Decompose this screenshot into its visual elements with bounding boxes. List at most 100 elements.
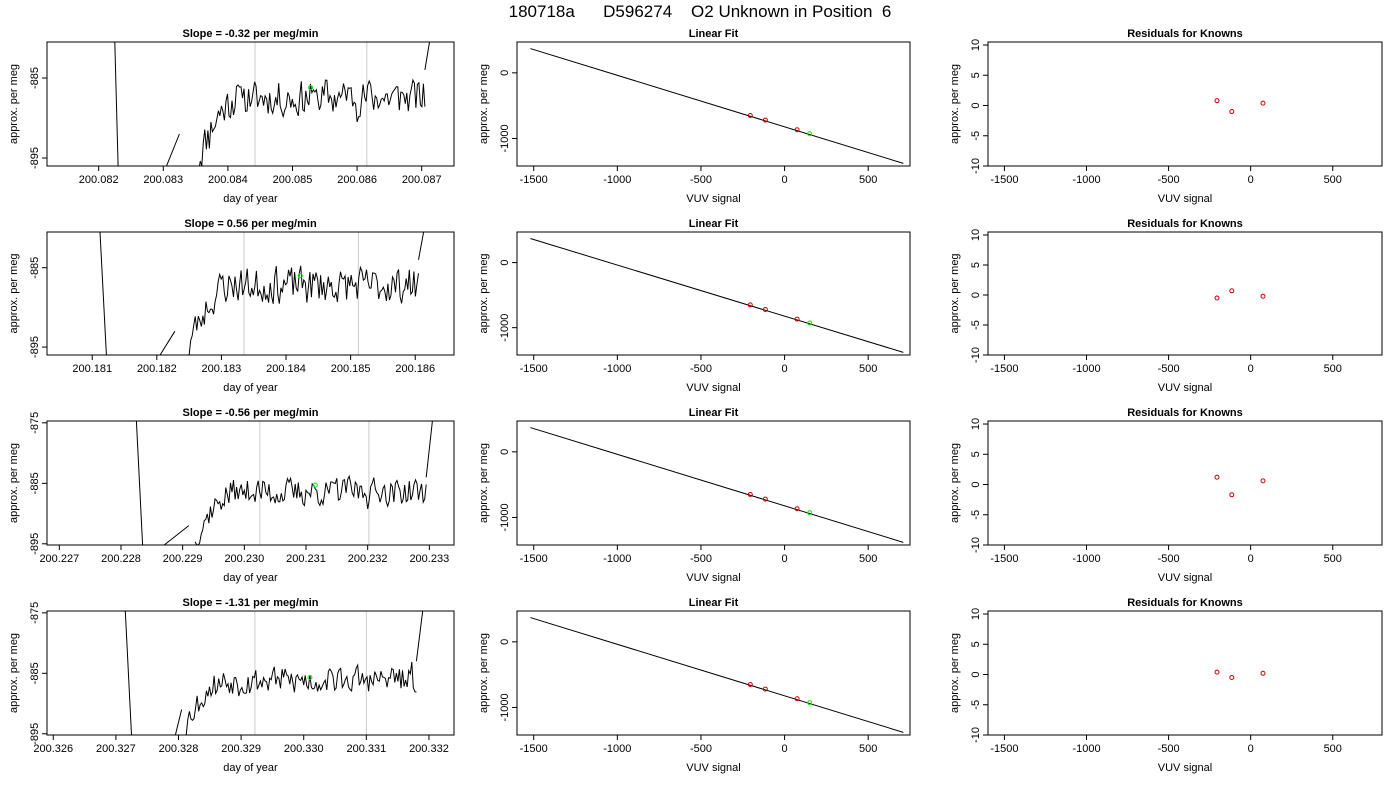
x-tick-label: 200.185 <box>331 363 371 375</box>
panel-title: Slope = -0.32 per meg/min <box>182 28 318 40</box>
x-tick-label: -500 <box>690 363 712 375</box>
panel-r1-linear_fit: Linear Fit VUV signal approx. per meg -1500… <box>478 28 911 205</box>
trace-line <box>185 661 417 735</box>
fit-line <box>530 238 904 353</box>
panel-r4-time_series: Slope = -1.31 per meg/min day of year appr… <box>8 597 455 774</box>
x-tick-label: 200.183 <box>202 363 242 375</box>
unknown-marker <box>312 482 318 488</box>
plot-area <box>1214 98 1266 115</box>
x-tick-label: 200.233 <box>409 553 449 565</box>
panel-r4-linear_fit: Linear Fit VUV signal approx. per meg -1500… <box>478 597 911 774</box>
x-tick-label: -1500 <box>520 174 548 186</box>
y-tick-label: 0 <box>970 481 982 487</box>
panel-title: Linear Fit <box>689 218 739 230</box>
y-tick-label: 10 <box>970 229 982 241</box>
panel-r3-residuals: Residuals for Knowns VUV signal approx. pe… <box>949 407 1383 584</box>
x-tick-label: 0 <box>782 743 788 755</box>
y-tick-label: -895 <box>29 336 41 358</box>
y-tick-label: -10 <box>970 347 982 363</box>
plot-area <box>1214 474 1266 498</box>
y-tick-label: -895 <box>29 147 41 169</box>
plot-frame <box>516 610 911 736</box>
plot-area <box>99 232 425 355</box>
y-tick-label: -875 <box>29 412 41 434</box>
x-tick-label: -1000 <box>1072 553 1100 565</box>
trace-line <box>166 133 180 166</box>
panel-r3-linear_fit: Linear Fit VUV signal approx. per meg -1500… <box>478 407 911 584</box>
x-tick-label: 200.181 <box>72 363 112 375</box>
known-point <box>794 696 800 702</box>
page-title: 180718a D596274 O2 Unknown in Position 6 <box>508 2 892 21</box>
unknown-point <box>807 700 813 706</box>
known-point <box>747 491 753 497</box>
x-tick-label: -1000 <box>1072 174 1100 186</box>
x-tick-label: 500 <box>1324 174 1342 186</box>
panel-r2-linear_fit: Linear Fit VUV signal approx. per meg -1500… <box>478 218 911 394</box>
x-tick-label: 200.230 <box>224 553 264 565</box>
x-tick-label: 200.083 <box>143 174 183 186</box>
residual-point <box>1229 109 1235 115</box>
trace-line <box>188 265 419 355</box>
x-tick-label: -1500 <box>520 553 548 565</box>
y-tick-label: -5 <box>970 510 982 520</box>
x-tick-label: 200.330 <box>284 743 324 755</box>
known-point <box>747 112 753 118</box>
trace-line <box>124 611 132 735</box>
plot-frame <box>516 420 911 546</box>
x-tick-label: 0 <box>1248 553 1254 565</box>
trace-line <box>159 330 176 355</box>
residual-point <box>1260 100 1266 106</box>
x-tick-label: 200.087 <box>402 174 442 186</box>
y-tick-label: -885 <box>29 67 41 89</box>
plot-area <box>530 238 904 353</box>
plot-frame <box>987 610 1383 736</box>
x-tick-label: 200.229 <box>163 553 203 565</box>
x-tick-label: -500 <box>1158 363 1180 375</box>
plot-frame <box>516 231 911 356</box>
y-tick-label: 0 <box>970 102 982 108</box>
y-tick-label: -5 <box>970 320 982 330</box>
y-tick-label: 0 <box>499 260 511 266</box>
y-tick-label: -895 <box>29 723 41 745</box>
x-tick-label: 200.086 <box>337 174 377 186</box>
panel-title: Linear Fit <box>689 28 739 40</box>
x-axis-label: day of year <box>223 382 278 394</box>
panel-r3-time_series: Slope = -0.56 per meg/min day of year appr… <box>8 407 455 584</box>
plot-area <box>1214 669 1266 681</box>
panel-r1-time_series: Slope = -0.32 per meg/min day of year appr… <box>8 28 455 205</box>
fit-line <box>530 48 904 164</box>
trace-line <box>198 78 426 166</box>
x-axis-label: day of year <box>223 762 278 774</box>
y-axis-label: approx. per meg <box>949 633 961 713</box>
x-tick-label: -1500 <box>990 743 1018 755</box>
x-tick-label: 500 <box>1324 553 1342 565</box>
plot-area <box>124 611 424 735</box>
y-tick-label: -5 <box>970 131 982 141</box>
unknown-point <box>807 320 813 326</box>
trace-line <box>425 421 433 478</box>
y-tick-label: 0 <box>499 449 511 455</box>
y-tick-label: -895 <box>29 533 41 555</box>
x-tick-label: -500 <box>690 743 712 755</box>
known-point <box>762 117 768 123</box>
x-tick-label: 200.327 <box>96 743 136 755</box>
y-tick-label: -1000 <box>499 693 511 721</box>
plot-area <box>530 48 904 164</box>
panel-title: Residuals for Knowns <box>1127 407 1243 419</box>
residual-point <box>1214 295 1220 301</box>
x-tick-label: 0 <box>1248 743 1254 755</box>
unknown-point <box>807 510 813 516</box>
unknown-marker <box>297 273 303 279</box>
known-point <box>794 506 800 512</box>
x-tick-label: -500 <box>690 553 712 565</box>
unknown-marker <box>307 675 313 681</box>
x-tick-label: 200.082 <box>79 174 119 186</box>
unknown-point <box>807 131 813 137</box>
y-tick-label: -10 <box>970 727 982 743</box>
x-tick-label: 0 <box>782 553 788 565</box>
plot-frame <box>987 41 1383 167</box>
x-axis-label: VUV signal <box>1158 572 1212 584</box>
y-tick-label: -885 <box>29 472 41 494</box>
x-tick-label: -1000 <box>603 743 631 755</box>
trace-line <box>174 709 183 735</box>
